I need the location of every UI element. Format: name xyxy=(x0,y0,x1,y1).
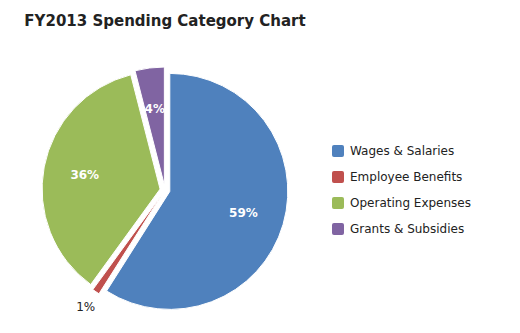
legend-label: Wages & Salaries xyxy=(350,144,454,158)
data-label: 59% xyxy=(229,206,258,220)
chart-svg: FY2013 Spending Category Chart 59% 1% 36% 4%… xyxy=(0,0,520,333)
legend-swatch xyxy=(332,197,344,209)
chart-title: FY2013 Spending Category Chart xyxy=(24,12,305,30)
legend-swatch xyxy=(332,171,344,183)
pie-slice xyxy=(42,75,160,285)
pie xyxy=(42,67,288,309)
legend: Wages & Salaries Employee Benefits Operati… xyxy=(332,144,471,236)
legend-swatch xyxy=(332,145,344,157)
legend-swatch xyxy=(332,223,344,235)
legend-label: Grants & Subsidies xyxy=(350,222,464,236)
data-label: 1% xyxy=(76,300,95,314)
chart-container: FY2013 Spending Category Chart 59% 1% 36% 4%… xyxy=(0,0,520,333)
data-labels: 59% 1% 36% 4% xyxy=(70,102,257,314)
data-label: 4% xyxy=(145,102,165,116)
pie-slice xyxy=(135,67,164,185)
data-label: 36% xyxy=(70,168,99,182)
legend-label: Operating Expenses xyxy=(350,196,471,210)
background xyxy=(0,0,520,333)
legend-label: Employee Benefits xyxy=(350,170,462,184)
